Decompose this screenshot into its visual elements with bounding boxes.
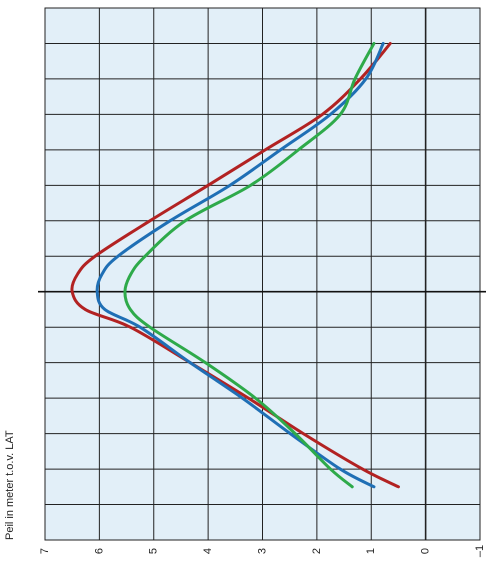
y-tick-label: 5: [148, 548, 160, 554]
y-axis-label: Peil in meter t.o.v. LAT: [4, 430, 16, 540]
tide-line: [123, 41, 376, 489]
y-tick-label: 0: [420, 548, 432, 554]
y-tick-label: 3: [256, 548, 268, 554]
y-tick-label: 2: [311, 548, 323, 554]
y-tick-label: 4: [202, 548, 214, 554]
y-tick-label: 1: [365, 548, 377, 554]
y-tick-label: 6: [93, 548, 105, 554]
y-tick-label: 7: [39, 548, 51, 554]
y-tick-label: –1: [474, 545, 486, 557]
tide-line: [95, 41, 385, 489]
